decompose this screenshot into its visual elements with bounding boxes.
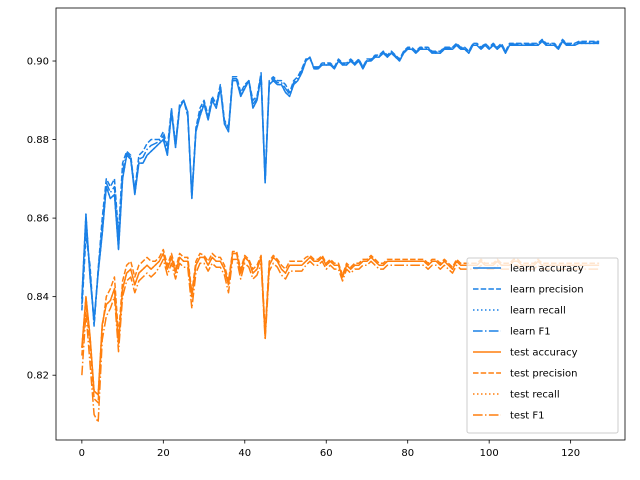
legend-label-test-accuracy: test accuracy — [510, 348, 578, 359]
x-tick-label: 0 — [79, 448, 85, 459]
series-line-learn-f1 — [81, 39, 600, 325]
legend-label-learn-f1: learn F1 — [510, 327, 551, 338]
legend: learn accuracy learn precision learn recal… — [466, 257, 619, 434]
x-tick-label: 120 — [561, 448, 580, 459]
legend-label-test-recall: test recall — [510, 390, 560, 401]
y-tick-label: 0.88 — [27, 135, 49, 146]
x-tick-label: 40 — [238, 448, 251, 459]
x-axis: 0 20 40 60 80 100 120 — [79, 440, 580, 459]
plot-lines — [81, 38, 600, 424]
legend-label-learn-accuracy: learn accuracy — [510, 264, 584, 275]
y-tick-label: 0.82 — [27, 371, 49, 382]
x-tick-label: 20 — [157, 448, 170, 459]
legend-label-learn-recall: learn recall — [510, 306, 566, 317]
legend-label-test-precision: test precision — [510, 369, 578, 380]
x-tick-label: 60 — [320, 448, 333, 459]
legend-label-test-f1: test F1 — [510, 411, 545, 422]
y-axis: 0.82 0.84 0.86 0.88 0.90 — [27, 57, 56, 382]
axes-frame — [55, 7, 626, 441]
legend-box — [466, 257, 619, 434]
series-line-test-recall — [81, 252, 600, 396]
y-tick-label: 0.86 — [27, 214, 49, 225]
x-tick-label: 80 — [401, 448, 414, 459]
y-tick-label: 0.84 — [27, 292, 49, 303]
legend-label-learn-precision: learn precision — [510, 285, 584, 296]
x-tick-label: 100 — [480, 448, 499, 459]
y-tick-label: 0.90 — [27, 57, 49, 68]
series-line-test-f1 — [81, 258, 600, 424]
